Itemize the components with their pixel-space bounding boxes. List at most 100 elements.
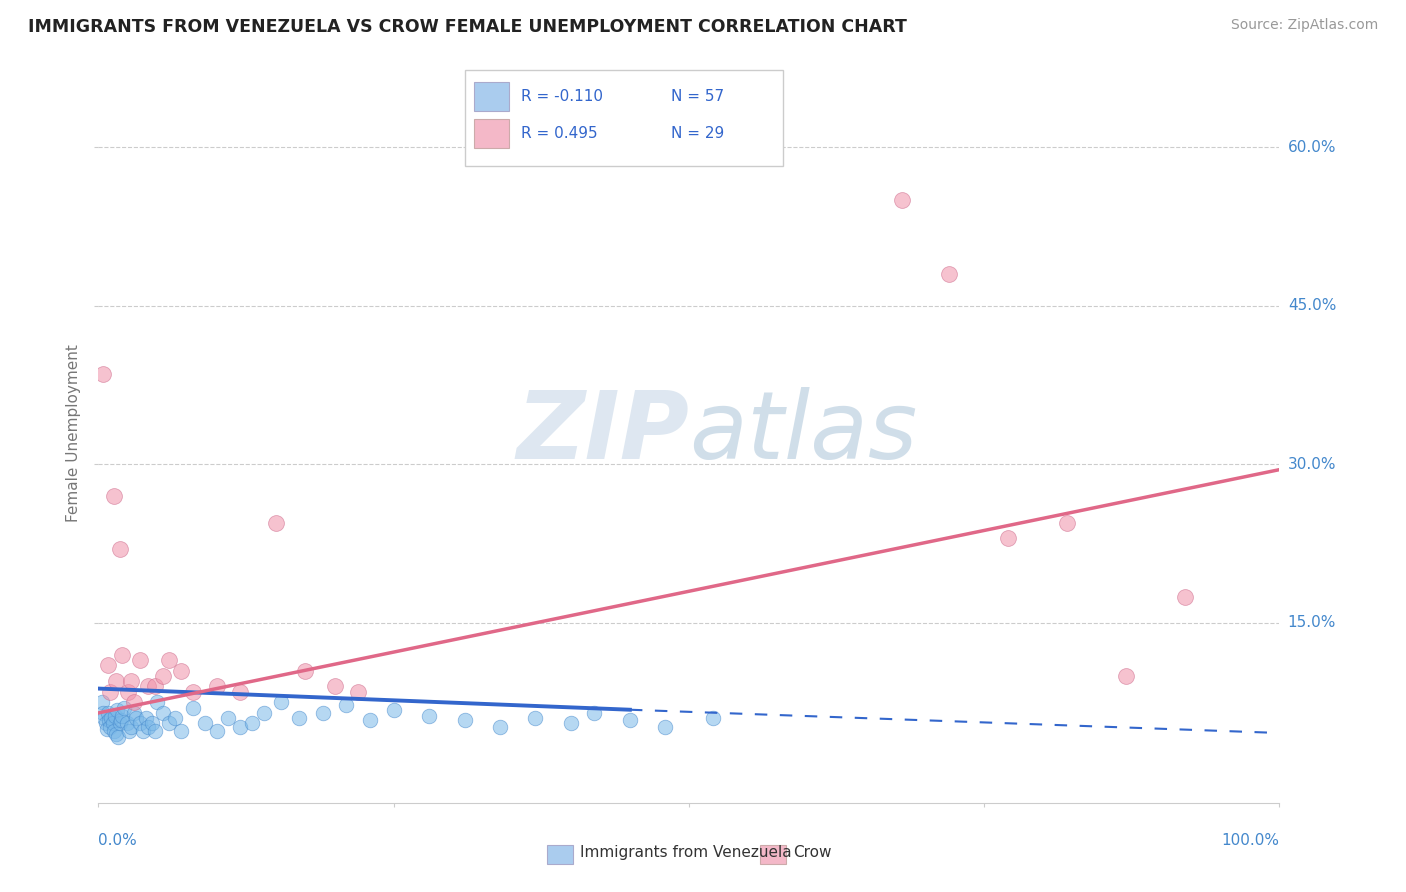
Point xyxy=(382,703,405,717)
Text: 100.0%: 100.0% xyxy=(1222,833,1279,848)
FancyBboxPatch shape xyxy=(547,845,574,863)
Point xyxy=(702,711,724,725)
Point xyxy=(165,711,187,725)
Text: Source: ZipAtlas.com: Source: ZipAtlas.com xyxy=(1230,18,1378,32)
Text: 30.0%: 30.0% xyxy=(1288,457,1336,472)
Text: atlas: atlas xyxy=(689,387,917,478)
Point xyxy=(453,714,475,728)
Point xyxy=(312,706,335,720)
Point xyxy=(103,489,125,503)
Point xyxy=(100,711,122,725)
Text: 0.0%: 0.0% xyxy=(98,833,138,848)
Point xyxy=(128,653,150,667)
Point xyxy=(143,723,166,738)
Point xyxy=(122,695,145,709)
Point xyxy=(619,714,641,728)
FancyBboxPatch shape xyxy=(464,70,783,166)
Text: N = 29: N = 29 xyxy=(671,126,724,141)
Point xyxy=(335,698,357,713)
Point xyxy=(132,723,155,738)
Point xyxy=(136,680,159,694)
Text: 60.0%: 60.0% xyxy=(1288,139,1336,154)
Point xyxy=(125,711,148,725)
Text: IMMIGRANTS FROM VENEZUELA VS CROW FEMALE UNEMPLOYMENT CORRELATION CHART: IMMIGRANTS FROM VENEZUELA VS CROW FEMALE… xyxy=(28,18,907,36)
Text: Crow: Crow xyxy=(793,845,831,860)
Point xyxy=(181,685,204,699)
Text: N = 57: N = 57 xyxy=(671,89,724,104)
Point xyxy=(1056,516,1078,530)
Point xyxy=(91,706,114,720)
Point xyxy=(489,720,512,734)
Point xyxy=(105,674,128,689)
Point xyxy=(170,723,193,738)
Point xyxy=(105,727,128,741)
FancyBboxPatch shape xyxy=(474,82,509,111)
Point xyxy=(152,669,174,683)
Point xyxy=(288,711,311,725)
Point xyxy=(111,709,134,723)
Point xyxy=(143,680,166,694)
Point xyxy=(270,695,292,709)
Point xyxy=(108,541,131,556)
Point xyxy=(1115,669,1137,683)
Text: R = -0.110: R = -0.110 xyxy=(522,89,603,104)
Point xyxy=(229,720,252,734)
Point xyxy=(997,532,1019,546)
Point xyxy=(97,658,120,673)
Point xyxy=(135,711,157,725)
Point xyxy=(181,700,204,714)
Y-axis label: Female Unemployment: Female Unemployment xyxy=(66,343,82,522)
Point xyxy=(136,720,159,734)
Point xyxy=(91,368,114,382)
Point xyxy=(112,700,135,714)
Point xyxy=(146,695,169,709)
Point xyxy=(418,709,440,723)
FancyBboxPatch shape xyxy=(474,120,509,147)
Point xyxy=(110,714,132,728)
Point xyxy=(157,653,180,667)
Point xyxy=(121,720,143,734)
Text: 45.0%: 45.0% xyxy=(1288,298,1336,313)
Point xyxy=(117,685,139,699)
Point xyxy=(654,720,676,734)
Point xyxy=(118,723,141,738)
Point xyxy=(93,711,115,725)
Point xyxy=(157,716,180,731)
Point xyxy=(111,648,134,662)
Point xyxy=(152,706,174,720)
Point xyxy=(108,716,131,731)
Point xyxy=(141,716,163,731)
Point xyxy=(170,664,193,678)
Point xyxy=(104,709,127,723)
Point xyxy=(253,706,276,720)
Point xyxy=(91,695,114,709)
Point xyxy=(97,706,120,720)
Point xyxy=(217,711,239,725)
FancyBboxPatch shape xyxy=(759,845,786,863)
Point xyxy=(128,716,150,731)
Point xyxy=(347,685,370,699)
Point xyxy=(890,193,912,207)
Point xyxy=(121,674,143,689)
Point xyxy=(96,722,118,736)
Point xyxy=(194,716,217,731)
Text: R = 0.495: R = 0.495 xyxy=(522,126,598,141)
Point xyxy=(264,516,287,530)
Point xyxy=(524,711,547,725)
Point xyxy=(101,716,124,731)
Text: Immigrants from Venezuela: Immigrants from Venezuela xyxy=(581,845,792,860)
Point xyxy=(205,723,228,738)
Point xyxy=(583,706,606,720)
Point xyxy=(115,716,138,731)
Point xyxy=(98,714,121,728)
Point xyxy=(122,706,145,720)
Point xyxy=(105,703,128,717)
Point xyxy=(229,685,252,699)
Point xyxy=(98,685,121,699)
Point xyxy=(240,716,263,731)
Point xyxy=(359,714,381,728)
Point xyxy=(1174,590,1197,604)
Point xyxy=(294,664,316,678)
Point xyxy=(107,730,129,744)
Point xyxy=(94,716,117,731)
